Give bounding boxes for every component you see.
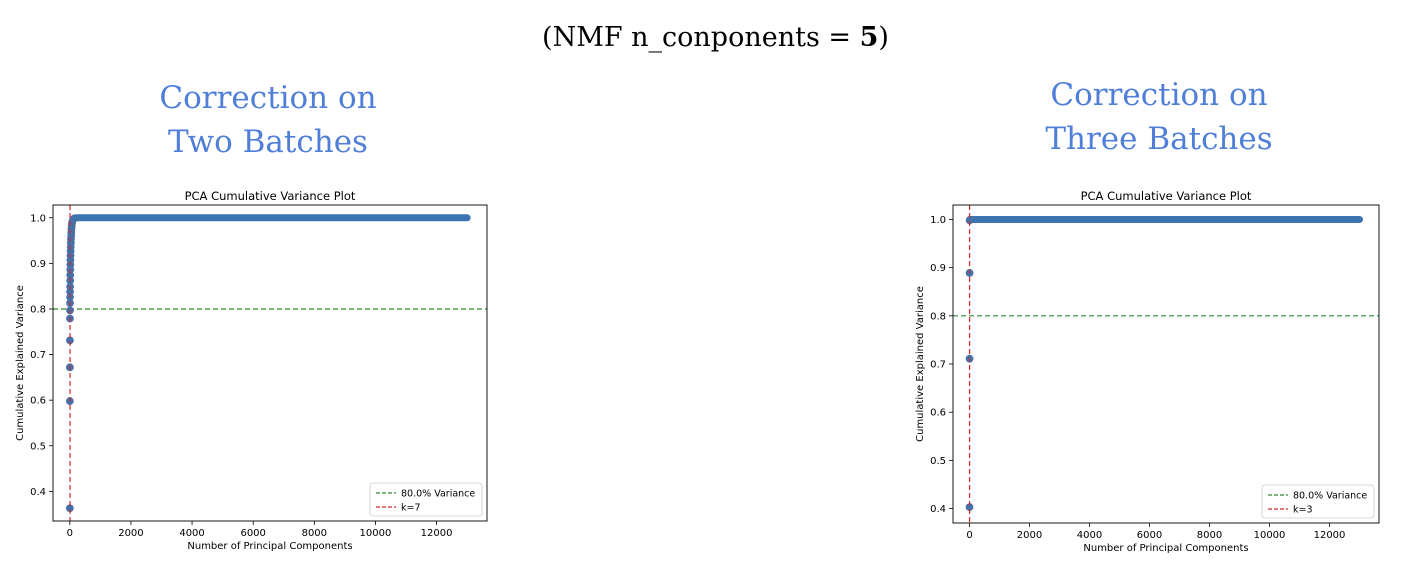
y-tick-label: 0.5	[930, 456, 946, 467]
y-tick-label: 0.6	[30, 396, 46, 407]
y-tick-label: 0.6	[930, 408, 946, 419]
y-tick-label: 0.4	[930, 504, 946, 515]
x-tick-label: 8000	[1197, 530, 1222, 541]
y-tick-label: 0.7	[30, 350, 46, 361]
heading-line-2: Three Batches	[1045, 121, 1273, 157]
x-tick-label: 4000	[1077, 530, 1102, 541]
heading-line-1: Correction on	[159, 80, 377, 116]
legend-k-label: k=7	[401, 503, 421, 514]
x-tick-label: 2000	[118, 528, 143, 539]
page-title: (NMF n_conponents = 5)	[542, 22, 889, 53]
x-tick-label: 8000	[302, 528, 327, 539]
x-tick-label: 0	[67, 528, 73, 539]
x-tick-label: 6000	[1137, 530, 1162, 541]
heading-three-batches: Correction on Three Batches	[1009, 73, 1309, 161]
plot-frame	[952, 204, 1380, 524]
y-tick-label: 0.9	[930, 263, 946, 274]
x-tick-label: 12000	[421, 528, 453, 539]
x-tick-label: 2000	[1017, 530, 1042, 541]
y-tick-label: 0.7	[930, 360, 946, 371]
x-tick-label: 10000	[1254, 530, 1286, 541]
chart-title: PCA Cumulative Variance Plot	[1081, 189, 1252, 203]
x-tick-label: 4000	[179, 528, 204, 539]
legend-threshold-label: 80.0% Variance	[1293, 491, 1367, 502]
y-axis-label: Cumulative Explained Variance	[915, 286, 926, 442]
y-tick-label: 1.0	[30, 213, 46, 224]
y-tick-label: 0.5	[30, 441, 46, 452]
legend: 80.0% Variance k=7	[369, 482, 483, 517]
pca-chart-1: PCA Cumulative Variance Plot 0 2000 4000 600…	[15, 189, 488, 552]
x-tick-label: 10000	[360, 528, 392, 539]
heading-line-2: Two Batches	[168, 124, 368, 160]
n-components-value: 5	[859, 22, 879, 53]
y-axis-label: Cumulative Explained Variance	[15, 285, 26, 441]
y-tick-label: 0.9	[30, 259, 46, 270]
data-point	[70, 214, 79, 223]
heading-line-1: Correction on	[1050, 77, 1268, 113]
pca-chart-2: PCA Cumulative Variance Plot 0 2000 4000 600…	[915, 189, 1380, 554]
x-tick-label: 12000	[1314, 530, 1346, 541]
heading-two-batches: Correction on Two Batches	[118, 76, 418, 164]
y-tick-label: 0.4	[30, 487, 46, 498]
x-tick-label: 6000	[240, 528, 265, 539]
y-tick-label: 0.8	[30, 304, 46, 315]
legend-k-label: k=3	[1293, 505, 1313, 516]
y-tick-label: 0.8	[930, 311, 946, 322]
y-tick-label: 1.0	[930, 215, 946, 226]
x-tick-label: 0	[966, 530, 972, 541]
plot-frame	[52, 204, 488, 522]
legend-box	[369, 482, 483, 517]
chart-title: PCA Cumulative Variance Plot	[185, 189, 356, 203]
legend-threshold-label: 80.0% Variance	[401, 489, 475, 500]
legend-box	[1261, 484, 1375, 519]
x-axis-label: Number of Principal Components	[1083, 543, 1248, 554]
x-axis-label: Number of Principal Components	[187, 541, 352, 552]
legend: 80.0% Variance k=3	[1261, 484, 1375, 519]
